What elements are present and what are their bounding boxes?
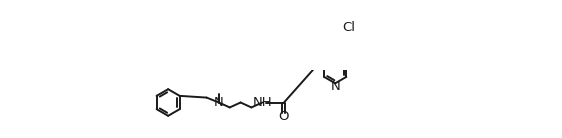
Text: O: O <box>279 110 289 123</box>
Text: N: N <box>214 96 224 109</box>
Text: Cl: Cl <box>342 21 355 34</box>
Text: NH: NH <box>253 95 273 108</box>
Text: N: N <box>330 80 340 93</box>
